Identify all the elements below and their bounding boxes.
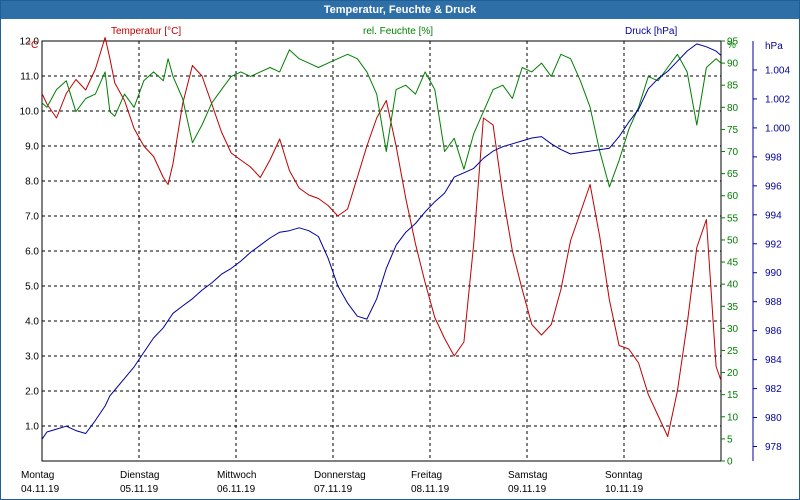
humidity-tick-label: 40 bbox=[727, 280, 739, 291]
temperature-tick-label: 6.0 bbox=[25, 247, 39, 258]
pressure-tick-label: 1.004 bbox=[765, 65, 790, 76]
day-label: Dienstag bbox=[120, 470, 159, 481]
pressure-tick-label: 1.000 bbox=[765, 123, 790, 134]
day-label: Montag bbox=[21, 470, 54, 481]
temperature-axis-title: Temperatur [°C] bbox=[111, 26, 181, 37]
pressure-axis-title: Druck [hPa] bbox=[625, 26, 677, 37]
humidity-tick-label: 50 bbox=[727, 235, 739, 246]
day-label: Freitag bbox=[411, 470, 442, 481]
humidity-tick-label: 65 bbox=[727, 169, 739, 180]
humidity-tick-label: 55 bbox=[727, 213, 739, 224]
temperature-tick-label: 10.0 bbox=[20, 107, 40, 118]
pressure-tick-label: 996 bbox=[765, 181, 782, 192]
humidity-tick-label: 25 bbox=[727, 346, 739, 357]
pressure-tick-label: 988 bbox=[765, 297, 782, 308]
humidity-tick-label: 10 bbox=[727, 412, 739, 423]
date-label: 08.11.19 bbox=[411, 484, 450, 495]
series-line-pressure bbox=[42, 44, 721, 439]
date-label: 06.11.19 bbox=[217, 484, 256, 495]
axis-labels: 1.02.03.04.05.06.07.08.09.010.011.012.0°… bbox=[20, 26, 791, 495]
pressure-tick-label: 982 bbox=[765, 384, 782, 395]
temperature-tick-label: 1.0 bbox=[25, 422, 39, 433]
grid bbox=[42, 41, 721, 461]
date-label: 09.11.19 bbox=[508, 484, 547, 495]
pressure-tick-label: 986 bbox=[765, 326, 782, 337]
temperature-tick-label: 9.0 bbox=[25, 142, 39, 153]
temperature-tick-label: 8.0 bbox=[25, 177, 39, 188]
date-label: 05.11.19 bbox=[120, 484, 159, 495]
humidity-unit-label: % bbox=[727, 40, 736, 51]
day-label: Sonntag bbox=[605, 470, 642, 481]
temperature-unit-label: °C bbox=[27, 40, 38, 51]
pressure-tick-label: 984 bbox=[765, 355, 782, 366]
humidity-tick-label: 85 bbox=[727, 81, 739, 92]
chart-canvas: 1.02.03.04.05.06.07.08.09.010.011.012.0°… bbox=[1, 19, 799, 499]
pressure-tick-label: 998 bbox=[765, 152, 782, 163]
humidity-tick-label: 35 bbox=[727, 302, 739, 313]
humidity-tick-label: 45 bbox=[727, 258, 739, 269]
pressure-tick-label: 980 bbox=[765, 413, 782, 424]
day-label: Samstag bbox=[508, 470, 547, 481]
pressure-tick-label: 992 bbox=[765, 239, 782, 250]
humidity-tick-label: 70 bbox=[727, 147, 739, 158]
temperature-tick-label: 4.0 bbox=[25, 317, 39, 328]
humidity-tick-label: 20 bbox=[727, 368, 739, 379]
series-line-temperature bbox=[42, 38, 721, 437]
date-label: 10.11.19 bbox=[605, 484, 644, 495]
humidity-tick-label: 30 bbox=[727, 324, 739, 335]
temperature-tick-label: 7.0 bbox=[25, 212, 39, 223]
humidity-tick-label: 5 bbox=[727, 434, 733, 445]
pressure-tick-label: 1.002 bbox=[765, 94, 790, 105]
humidity-tick-label: 60 bbox=[727, 191, 739, 202]
humidity-tick-label: 0 bbox=[727, 457, 733, 468]
chart-title: Temperatur, Feuchte & Druck bbox=[1, 1, 799, 19]
temperature-tick-label: 5.0 bbox=[25, 282, 39, 293]
series-line-humidity bbox=[42, 50, 721, 187]
temperature-tick-label: 3.0 bbox=[25, 352, 39, 363]
pressure-tick-label: 994 bbox=[765, 210, 782, 221]
series-layer bbox=[42, 38, 721, 440]
humidity-tick-label: 90 bbox=[727, 59, 739, 70]
day-label: Mittwoch bbox=[217, 470, 256, 481]
humidity-tick-label: 80 bbox=[727, 103, 739, 114]
pressure-tick-label: 990 bbox=[765, 268, 782, 279]
humidity-tick-label: 15 bbox=[727, 390, 739, 401]
humidity-axis-title: rel. Feuchte [%] bbox=[363, 26, 433, 37]
humidity-tick-label: 75 bbox=[727, 125, 739, 136]
temperature-tick-label: 11.0 bbox=[20, 72, 39, 83]
pressure-tick-label: 978 bbox=[765, 442, 782, 453]
pressure-unit-label: hPa bbox=[765, 41, 783, 52]
day-label: Donnerstag bbox=[314, 470, 366, 481]
date-label: 04.11.19 bbox=[21, 484, 60, 495]
temperature-tick-label: 2.0 bbox=[25, 387, 39, 398]
date-label: 07.11.19 bbox=[314, 484, 353, 495]
